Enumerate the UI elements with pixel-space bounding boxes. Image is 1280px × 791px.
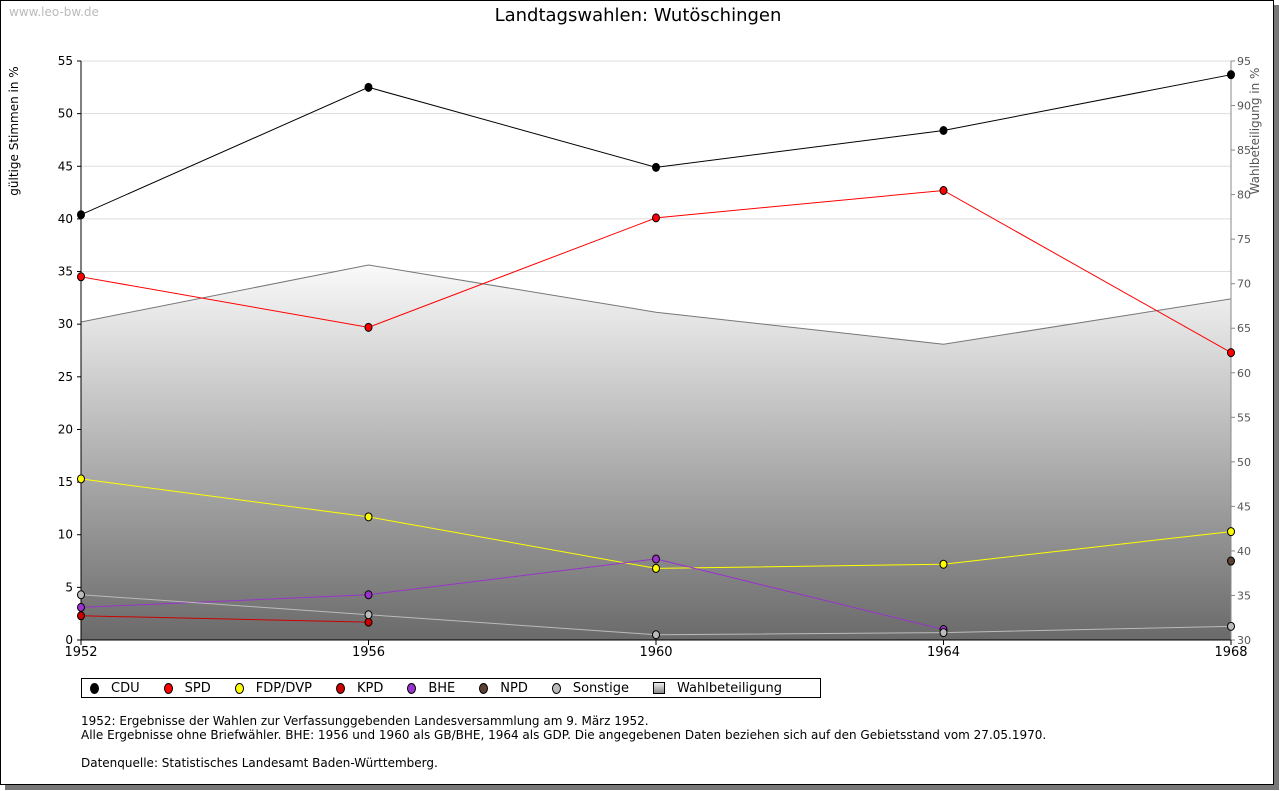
legend-label: BHE [428,680,456,696]
y2-tick-label: 80 [1237,189,1251,202]
series-line-bhe [80,558,944,630]
data-point-bhe [77,602,85,612]
legend-marker-icon [163,682,173,694]
legend-marker-icon [234,682,244,694]
y2-tick-label: 75 [1237,233,1251,246]
y2-tick-label: 60 [1237,367,1251,380]
y-tick-label: 0 [65,633,73,647]
legend-label: Sonstige [572,680,630,696]
data-point-spd [939,185,948,195]
data-point-bhe [364,590,373,600]
y-tick-label: 35 [58,265,73,279]
y2-tick-label: 50 [1237,456,1251,469]
y-tick-label: 20 [58,422,73,436]
notes: 1952: Ergebnisse der Wahlen zur Verfassu… [81,714,1046,770]
y2-tick-label: 40 [1237,545,1251,558]
legend-marker-icon [90,682,99,694]
watermark: www.leo-bw.de [9,5,99,19]
y2-tick-label: 55 [1237,411,1251,424]
y2-tick-label: 85 [1237,144,1251,157]
legend-label: KPD [356,680,384,696]
data-point-sonstige [652,630,660,640]
y-axis-label: gültige Stimmen in % [7,66,21,195]
y2-axis-label: Wahlbeteiligung in % [1248,68,1262,195]
chart-title: Landtagswahlen: Wutöschingen [494,5,782,26]
data-point-kpd [77,611,85,621]
data-point-bhe [652,554,660,564]
data-point-cdu [939,125,948,135]
y-tick-label: 10 [58,528,73,542]
legend-marker-icon [551,682,561,694]
x-tick-label: 1952 [64,645,97,660]
legend-area-icon [653,682,666,694]
data-point-spd [77,272,85,282]
data-point-cdu [364,82,373,92]
data-point-spd [652,213,660,223]
y-tick-label: 25 [58,370,73,384]
data-point-spd [364,322,373,332]
legend-label: NPD [500,680,528,696]
legend-label: Wahlbeteiligung [677,680,783,696]
series-line-cdu [80,74,1232,216]
data-point-sonstige [77,590,85,600]
data-point-sonstige [364,610,373,620]
y-tick-label: 15 [58,475,73,489]
legend-item: FDP/DVP [234,680,312,696]
turnout-area [81,264,1231,640]
y-tick-label: 45 [58,159,73,173]
legend-marker-icon [335,682,345,694]
legend-item: BHE [407,681,455,696]
legend-marker-icon [479,682,489,694]
y-tick-label: 50 [58,107,73,121]
data-point-spd [1227,348,1235,358]
x-tick-label: 1964 [927,645,960,660]
legend-item: Wahlbeteiligung [653,681,782,696]
data-point-sonstige [1227,621,1235,631]
data-point-fdp-dvp [652,563,660,573]
data-point-kpd [364,617,373,627]
legend-label: FDP/DVP [255,680,312,696]
x-tick-label: 1968 [1214,645,1247,660]
note-2: Alle Ergebnisse ohne Briefwähler. BHE: 1… [81,728,1047,742]
y-tick-label: 30 [58,317,73,331]
legend-item: CDU [90,681,140,696]
data-point-fdp-dvp [77,474,85,484]
turnout-line [80,264,1232,345]
y-tick-label: 40 [58,212,73,226]
data-point-cdu [77,210,85,220]
y-tick-label: 5 [65,580,73,594]
y2-tick-label: 30 [1237,634,1251,647]
legend-item: NPD [479,681,528,696]
data-point-sonstige [939,628,948,638]
legend: CDU SPD FDP/DVP KPD BHE NPD Sonstige Wahlbeteil… [81,678,821,698]
note-source: Datenquelle: Statistisches Landesamt Bad… [81,756,438,770]
legend-label: CDU [111,680,140,696]
y2-tick-label: 45 [1237,500,1251,513]
chart-plot: 0 5 10 15 20 25 30 35 40 45 50 55 30 35 40 45 50 55 60 65 70… [7,54,1262,660]
data-point-fdp-dvp [1227,527,1235,537]
legend-item: KPD [335,680,384,696]
data-point-cdu [1227,70,1235,80]
series-line-kpd [80,615,369,623]
y-tick-label: 55 [58,54,73,68]
data-point-npd [1227,556,1235,566]
note-1: 1952: Ergebnisse der Wahlen zur Verfassu… [81,714,649,728]
y2-tick-label: 95 [1237,55,1251,68]
y2-tick-label: 65 [1237,322,1251,335]
legend-marker-icon [407,682,417,694]
x-tick-label: 1956 [352,645,385,660]
y2-tick-label: 90 [1237,100,1251,113]
legend-label: SPD [184,680,211,696]
x-tick-label: 1960 [639,645,672,660]
legend-item: SPD [163,680,211,696]
data-point-fdp-dvp [939,559,948,569]
legend-item: Sonstige [551,680,630,696]
y2-tick-label: 35 [1237,589,1251,602]
y2-tick-label: 70 [1237,278,1251,291]
data-point-cdu [652,162,660,172]
data-point-fdp-dvp [364,512,373,522]
